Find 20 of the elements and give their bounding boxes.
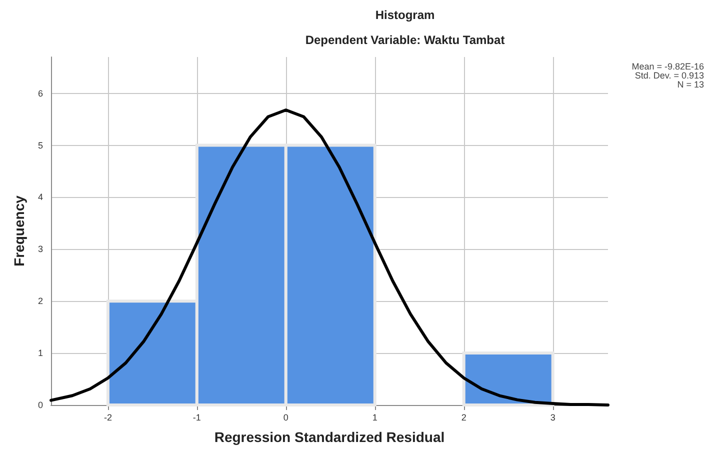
y-axis-title: Frequency	[11, 195, 27, 266]
chart-title: Histogram	[375, 8, 435, 22]
text: Std. Dev. = 0.913	[634, 70, 704, 80]
y-tick-label: 3	[38, 244, 43, 254]
x-tick-label: 2	[461, 412, 466, 422]
x-tick-label: 0	[283, 412, 288, 422]
y-tick-label: 1	[38, 348, 43, 358]
y-tick-label: 0	[38, 400, 43, 410]
y-tick-label: 6	[38, 88, 43, 98]
y-tick-label: 2	[38, 296, 43, 306]
x-tick-label: -2	[104, 412, 112, 422]
text: Mean = -9.82E-16	[632, 62, 704, 72]
x-axis-title: Regression Standardized Residual	[214, 429, 445, 445]
text: N = 13	[677, 80, 704, 90]
y-tick-label: 5	[38, 140, 43, 150]
x-tick-label: -1	[192, 412, 201, 422]
x-tick-label: 3	[550, 412, 556, 422]
y-tick-label: 4	[38, 192, 43, 202]
chart-subtitle: Dependent Variable: Waktu Tambat	[305, 33, 505, 47]
x-tick-label: 1	[372, 412, 378, 422]
